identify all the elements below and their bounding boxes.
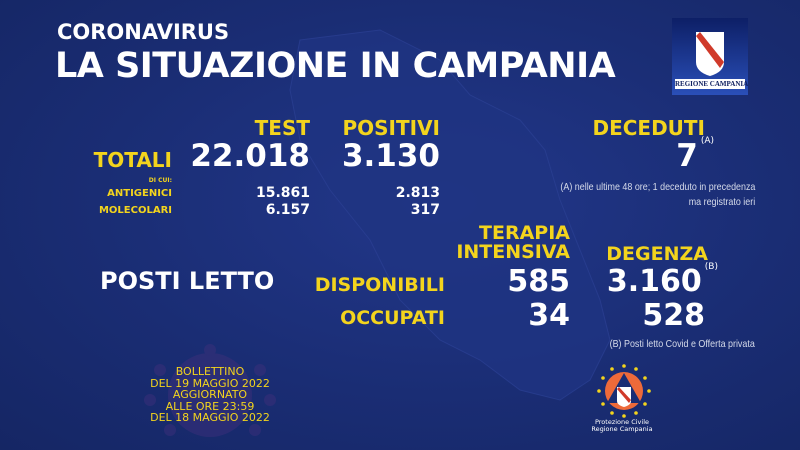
disponibili-degenza-number: 3.160: [606, 264, 702, 299]
molecolari-test: 6.157: [265, 202, 310, 218]
deceduti-note-2: ma registrato ieri: [688, 196, 755, 208]
header-ti-line1: TERAPIA: [479, 222, 570, 244]
label-antigenici: ANTIGENICI: [107, 188, 172, 199]
header-terapia-intensiva: TERAPIA INTENSIVA: [456, 224, 570, 262]
kicker: CORONAVIRUS: [57, 20, 230, 44]
bulletin-line: BOLLETTINO: [175, 365, 245, 378]
pc-line2: Regione Campania: [591, 425, 653, 433]
deceduti-note-1: (A) nelle ultime 48 ore; 1 deceduto in p…: [560, 181, 755, 193]
bulletin-line: DEL 19 MAGGIO 2022: [150, 376, 270, 390]
header-test: TEST: [254, 116, 310, 140]
posti-letto-title: POSTI LETTO: [100, 267, 275, 295]
bulletin-info: BOLLETTINO DEL 19 MAGGIO 2022 AGGIORNATO…: [140, 366, 280, 424]
header-deceduti: DECEDUTI: [592, 116, 705, 140]
pc-line1: Protezione Civile: [594, 418, 650, 426]
totali-positivi: 3.130: [341, 138, 440, 174]
disponibili-degenza: 3.160 (B): [606, 262, 718, 299]
header-positivi: POSITIVI: [342, 116, 440, 140]
protezione-civile-text: Protezione Civile Regione Campania: [572, 419, 672, 433]
occupati-degenza: 528: [642, 298, 705, 333]
bulletin-line: AGGIORNATO: [172, 388, 248, 401]
occupati-ti: 34: [528, 298, 570, 333]
degenza-note: (B) Posti letto Covid e Offerta privata: [609, 338, 755, 350]
coat-of-arms-icon: [696, 32, 724, 76]
disponibili-ti: 585: [507, 264, 570, 299]
regione-campania-logo: REGIONE CAMPANIA: [672, 18, 748, 95]
antigenici-test: 15.861: [255, 185, 310, 201]
label-occupati: OCCUPATI: [340, 307, 445, 329]
label-disponibili: DISPONIBILI: [314, 274, 445, 296]
label-di-cui: DI CUI:: [148, 177, 172, 184]
header-degenza: DEGENZA: [606, 243, 708, 265]
molecolari-positivi: 317: [410, 202, 440, 218]
bulletin-line: DEL 18 MAGGIO 2022: [150, 411, 270, 424]
label-molecolari: MOLECOLARI: [98, 205, 172, 216]
bulletin-line: ALLE ORE 23:59: [165, 399, 255, 413]
deceduti-value: 7 (A): [676, 136, 714, 174]
antigenici-positivi: 2.813: [395, 185, 440, 201]
label-totali: TOTALI: [93, 148, 172, 172]
degenza-mark: (B): [704, 262, 718, 272]
page-title: LA SITUAZIONE IN CAMPANIA: [55, 46, 616, 86]
protezione-civile-logo-icon: [597, 364, 651, 418]
header-ti-line2: INTENSIVA: [456, 241, 570, 263]
totali-test: 22.018: [190, 138, 310, 174]
logo-text: REGIONE CAMPANIA: [675, 79, 749, 89]
deceduti-number: 7: [676, 138, 698, 174]
deceduti-mark: (A): [700, 136, 714, 146]
